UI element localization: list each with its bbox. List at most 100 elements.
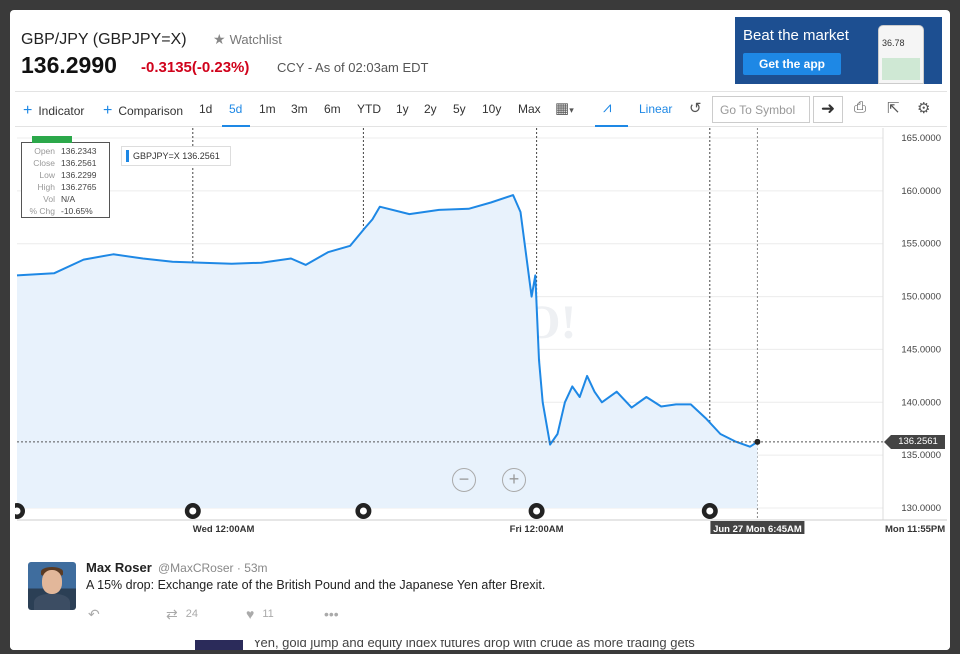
symbol-title: GBP/JPY (GBPJPY=X) (21, 31, 187, 48)
series-line (16, 194, 758, 448)
x-tick-label: Wed 12:00AM (193, 524, 255, 535)
range-1m[interactable]: 1m (259, 102, 276, 116)
calendar-icon[interactable]: ▦▾ (555, 100, 574, 117)
series-legend[interactable]: GBPJPY=X 136.2561 (121, 146, 231, 166)
price-chart[interactable]: YAHOO!FINANCE 165.0000160.0000155.000015… (15, 128, 947, 536)
tweet-text: A 15% drop: Exchange rate of the British… (86, 578, 546, 592)
heart-icon: ♥ (246, 606, 255, 622)
x-tick-highlight (710, 521, 805, 534)
ohlc-label: Low (39, 170, 55, 180)
ad-headline: Beat the market (743, 27, 849, 44)
comparison-label: Comparison (118, 104, 184, 118)
plus-icon: + (103, 102, 113, 119)
last-point-marker (754, 438, 761, 445)
ohlc-value: 136.2765 (61, 182, 97, 192)
y-tick-label: 135.0000 (901, 450, 941, 461)
ohlc-tooltip: Open 136.2343 Close 136.2561 Low 136.2299 High… (21, 136, 110, 218)
undo-icon[interactable]: ↺ (689, 100, 702, 117)
watchlist-label: Watchlist (229, 32, 282, 47)
ohlc-row: Low 136.2299 (25, 169, 106, 181)
underlying-block (195, 640, 243, 650)
range-ytd[interactable]: YTD (357, 102, 381, 116)
tooltip-tag (32, 136, 72, 143)
range-10y[interactable]: 10y (482, 102, 502, 116)
last-price-tag: 136.2561 (884, 434, 945, 449)
x-tick-label: Jun 27 Mon 6:45AM (713, 524, 802, 535)
ohlc-label: Open (34, 146, 55, 156)
legend-swatch (126, 150, 129, 162)
comparison-button[interactable]: + Comparison (103, 102, 183, 120)
ohlc-row: % Chg -10.65% (25, 205, 106, 217)
ohlc-row: Open 136.2343 (25, 145, 106, 157)
ohlc-value: -10.65% (61, 206, 93, 216)
avatar-face (42, 570, 62, 594)
scale-linear-button[interactable]: Linear (639, 102, 673, 116)
plus-icon: + (23, 102, 33, 119)
y-tick-label: 140.0000 (901, 397, 941, 408)
current-price: 136.2990 (21, 52, 117, 78)
print-icon[interactable]: ⎙ (854, 99, 867, 116)
star-icon: ★ (213, 31, 226, 47)
event-marker-center (359, 507, 367, 515)
chart-type-active (595, 125, 628, 127)
x-tick-label: Mon 11:55PM (885, 524, 945, 535)
ohlc-row: Close 136.2561 (25, 157, 106, 169)
ohlc-value: 136.2561 (61, 158, 97, 168)
reply-icon[interactable]: ↶ (88, 606, 100, 622)
more-icon[interactable]: ••• (324, 606, 339, 622)
range-5y[interactable]: 5y (453, 102, 466, 116)
tweet-author-name[interactable]: Max Roser (86, 560, 152, 575)
event-marker-center (533, 507, 541, 515)
chart-svg[interactable]: YAHOO!FINANCE 165.0000160.0000155.000015… (15, 128, 947, 536)
settings-icon[interactable]: ⚙ (917, 100, 931, 117)
ohlc-row: Vol N/A (25, 193, 106, 205)
ohlc-value: N/A (61, 194, 76, 204)
phone-value: 36.78 (882, 38, 905, 48)
like-button[interactable]: ♥ 11 (246, 606, 274, 622)
zoom-in-button[interactable]: + (502, 468, 526, 492)
event-marker-center (15, 507, 21, 515)
app-ad-banner[interactable]: Beat the market Get the app 36.78 (735, 17, 942, 84)
range-3m[interactable]: 3m (291, 102, 308, 116)
avatar-body (34, 594, 70, 610)
ohlc-label: % Chg (29, 206, 55, 216)
range-1d[interactable]: 1d (199, 102, 213, 116)
chart-type-icon[interactable]: ⩘ (603, 99, 612, 116)
legend-label: GBPJPY=X 136.2561 (133, 151, 220, 161)
underlying-text: Yen, gold jump and equity index futures … (253, 640, 695, 650)
event-marker-center (706, 507, 714, 515)
indicator-label: Indicator (38, 104, 85, 118)
range-1y[interactable]: 1y (396, 102, 409, 116)
price-change: -0.3135(-0.23%) (141, 59, 250, 76)
range-max[interactable]: Max (518, 102, 541, 116)
tweet-author-handle[interactable]: @MaxCRoser · 53m (158, 561, 268, 575)
ohlc-label: High (37, 182, 55, 192)
y-tick-label: 160.0000 (901, 186, 941, 197)
finance-screenshot: GBP/JPY (GBPJPY=X) ★ Watchlist 136.2990 -… (15, 16, 947, 536)
go-to-symbol-input[interactable]: Go To Symbol (712, 96, 810, 123)
ohlc-row: High 136.2765 (25, 181, 106, 193)
y-tick-label: 145.0000 (901, 344, 941, 355)
ohlc-label: Close (33, 158, 55, 168)
arrow-right-icon[interactable]: ➜ (813, 96, 843, 123)
retweet-button[interactable]: ⇄ 24 (166, 606, 198, 623)
share-icon[interactable]: ⇱ (887, 100, 900, 117)
as-of-text: CCY - As of 02:03am EDT (277, 60, 429, 75)
range-2y[interactable]: 2y (424, 102, 437, 116)
range-5d[interactable]: 5d (229, 102, 243, 116)
x-tick-label: Fri 12:00AM (510, 524, 564, 535)
phone-image: 36.78 (878, 25, 924, 84)
phone-chart-image (882, 58, 920, 80)
y-tick-label: 155.0000 (901, 239, 941, 250)
series-area (17, 195, 758, 508)
y-tick-label: 130.0000 (901, 503, 941, 514)
tweet-card: GBP/JPY (GBPJPY=X) ★ Watchlist 136.2990 -… (10, 10, 950, 650)
zoom-out-button[interactable]: − (452, 468, 476, 492)
get-app-button[interactable]: Get the app (743, 53, 841, 75)
indicator-button[interactable]: + Indicator (23, 102, 84, 120)
avatar[interactable] (28, 562, 76, 610)
underlying-page-strip: Yen, gold jump and equity index futures … (10, 640, 950, 650)
range-6m[interactable]: 6m (324, 102, 341, 116)
watchlist-button[interactable]: ★ Watchlist (213, 31, 282, 48)
ohlc-value: 136.2299 (61, 170, 97, 180)
